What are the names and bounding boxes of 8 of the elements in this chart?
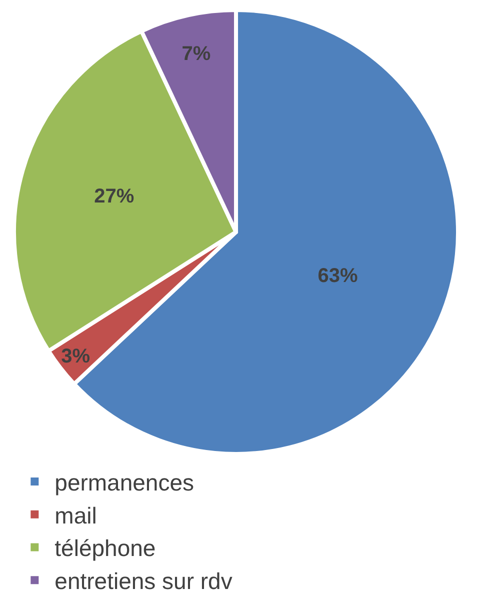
data-label: 63% <box>318 265 358 288</box>
data-label: 7% <box>182 43 211 66</box>
legend-label: téléphone <box>54 535 156 562</box>
data-label: 3% <box>61 345 90 368</box>
data-label: 27% <box>94 186 134 208</box>
legend-label: entretiens sur rdv <box>54 568 233 594</box>
legend-label: permanences <box>54 469 194 496</box>
legend-label: mail <box>54 502 97 528</box>
